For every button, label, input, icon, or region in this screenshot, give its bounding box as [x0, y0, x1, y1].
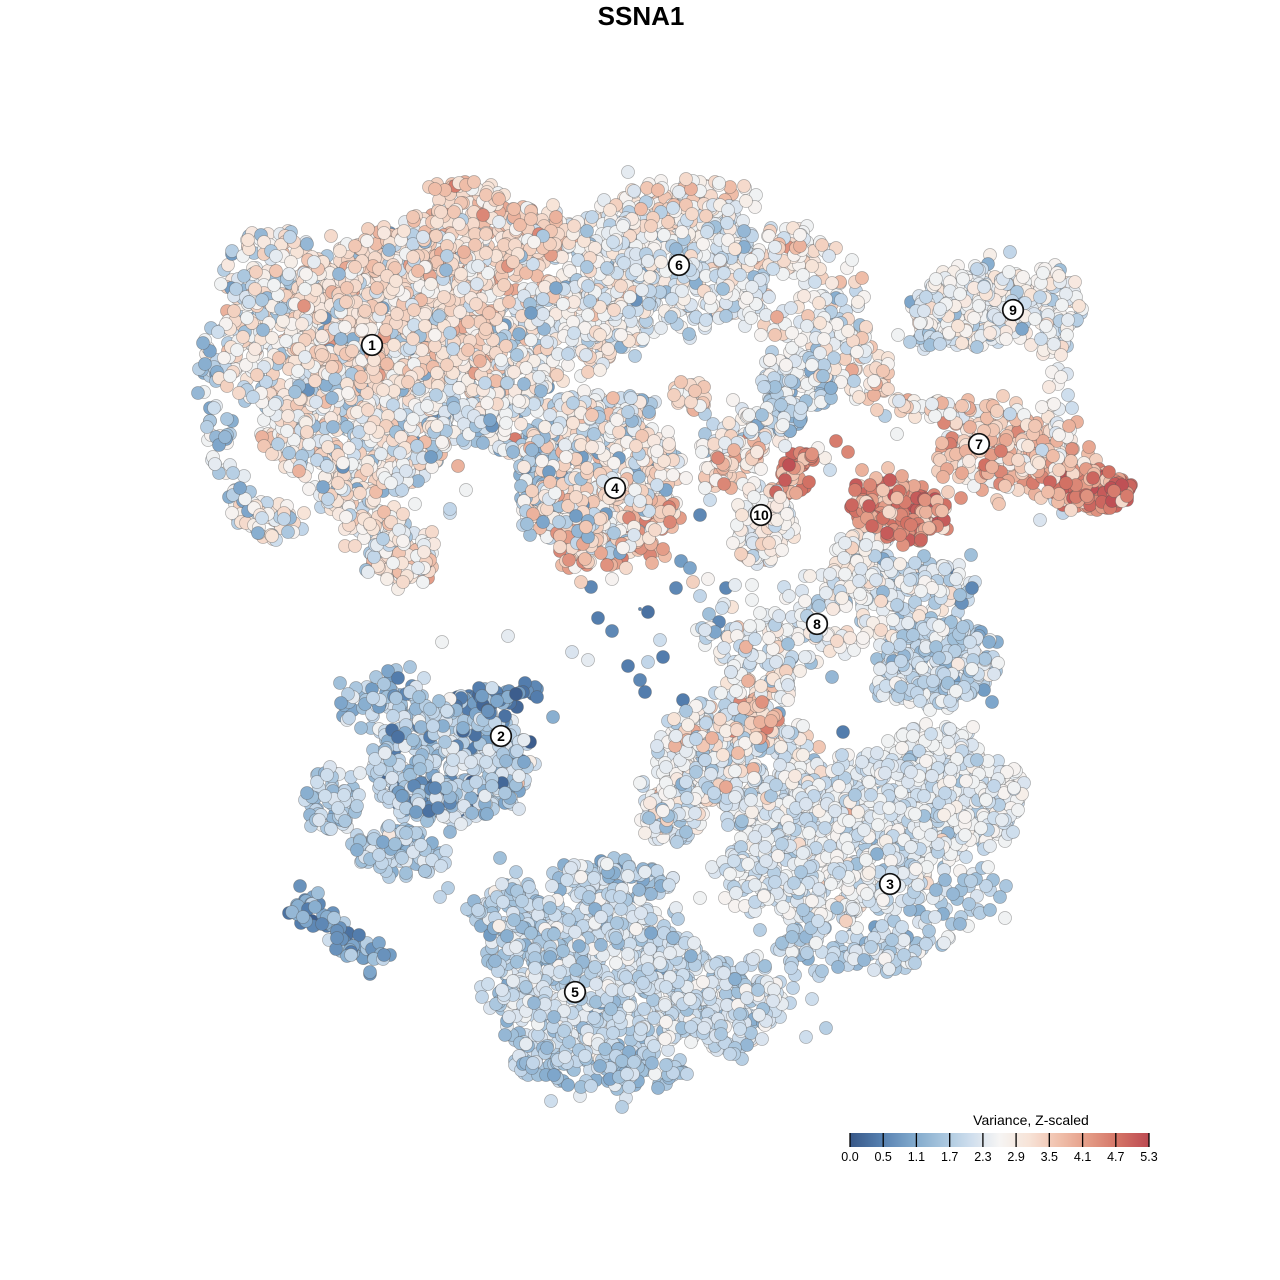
- svg-text:SSNA1: SSNA1: [598, 1, 685, 31]
